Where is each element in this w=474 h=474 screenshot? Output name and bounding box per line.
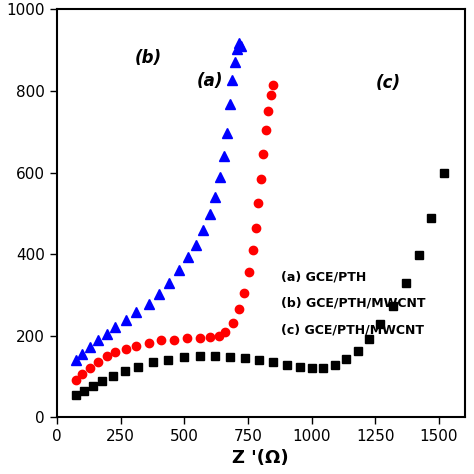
X-axis label: Z '(Ω): Z '(Ω) — [232, 449, 289, 467]
Text: (c) GCE/PTH/MWCNT: (c) GCE/PTH/MWCNT — [281, 323, 424, 337]
Text: (a): (a) — [197, 72, 223, 90]
Text: (b) GCE/PTH/MWCNT: (b) GCE/PTH/MWCNT — [281, 297, 426, 310]
Text: (b): (b) — [135, 49, 162, 67]
Text: (a) GCE/PTH: (a) GCE/PTH — [281, 270, 366, 283]
Text: (c): (c) — [375, 74, 401, 92]
